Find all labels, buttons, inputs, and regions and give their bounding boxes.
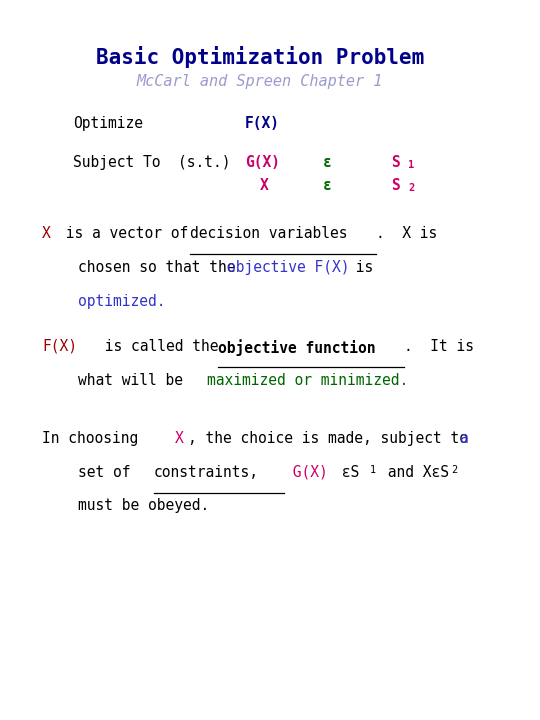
Text: 2: 2	[408, 183, 414, 193]
Text: is: is	[347, 260, 373, 275]
Text: F(X): F(X)	[42, 339, 77, 354]
Text: Optimize: Optimize	[73, 117, 143, 131]
Text: must be obeyed.: must be obeyed.	[78, 498, 209, 513]
Text: decision variables: decision variables	[190, 226, 348, 240]
Text: S: S	[392, 156, 400, 170]
Text: F(X): F(X)	[245, 117, 280, 131]
Text: a: a	[460, 431, 469, 446]
Text: optimized.: optimized.	[78, 294, 165, 309]
Text: objective F(X): objective F(X)	[227, 260, 349, 275]
Text: X: X	[175, 431, 184, 446]
Text: set of: set of	[78, 464, 139, 480]
Text: McCarl and Spreen Chapter 1: McCarl and Spreen Chapter 1	[137, 74, 383, 89]
Text: X: X	[260, 178, 269, 193]
Text: 1: 1	[408, 160, 414, 170]
Text: X: X	[42, 226, 51, 240]
Text: Subject To  (s.t.): Subject To (s.t.)	[73, 156, 230, 170]
Text: what will be: what will be	[78, 373, 192, 387]
Text: and XεS: and XεS	[379, 464, 449, 480]
Text: εS: εS	[333, 464, 360, 480]
Text: 2: 2	[451, 464, 457, 474]
Text: maximized or minimized.: maximized or minimized.	[207, 373, 408, 387]
Text: G(X): G(X)	[245, 156, 280, 170]
Text: S: S	[392, 178, 400, 193]
Text: is a vector of: is a vector of	[57, 226, 197, 240]
Text: chosen so that the: chosen so that the	[78, 260, 244, 275]
Text: In choosing: In choosing	[42, 431, 147, 446]
Text: constraints,: constraints,	[154, 464, 259, 480]
Text: , the choice is made, subject to: , the choice is made, subject to	[188, 431, 477, 446]
Text: objective function: objective function	[219, 339, 376, 356]
Text: ε: ε	[323, 156, 332, 170]
Text: 1: 1	[370, 464, 376, 474]
Text: .  It is: . It is	[404, 339, 474, 354]
Text: G(X): G(X)	[284, 464, 327, 480]
Text: is called the: is called the	[96, 339, 227, 354]
Text: ε: ε	[323, 178, 332, 193]
Text: Basic Optimization Problem: Basic Optimization Problem	[96, 46, 424, 68]
Text: .  X is: . X is	[376, 226, 437, 240]
